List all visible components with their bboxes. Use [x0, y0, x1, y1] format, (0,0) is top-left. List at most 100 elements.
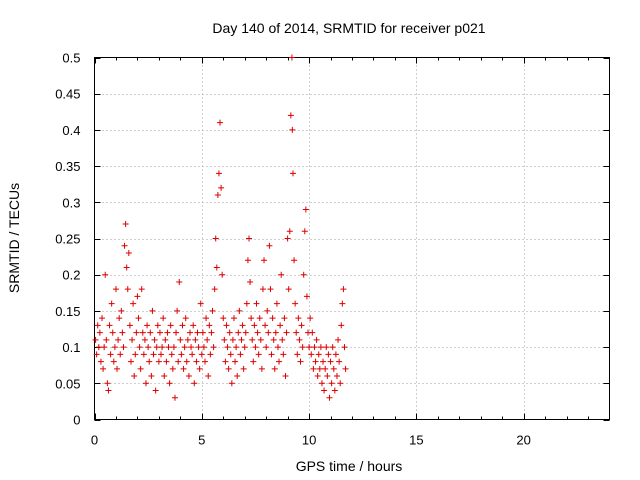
data-point — [297, 358, 304, 365]
data-point — [236, 307, 243, 314]
data-point — [166, 380, 173, 387]
data-point — [266, 242, 273, 249]
data-point — [241, 344, 248, 351]
data-point — [186, 329, 193, 336]
y-tick-label: 0.45 — [55, 87, 80, 102]
data-point — [335, 336, 342, 343]
data-point — [174, 307, 181, 314]
data-point — [300, 271, 307, 278]
data-point — [159, 344, 166, 351]
data-point — [132, 351, 139, 358]
data-point — [139, 329, 146, 336]
data-point — [237, 351, 244, 358]
data-point — [146, 358, 153, 365]
data-point — [287, 112, 294, 119]
y-tick-label: 0 — [73, 413, 80, 428]
data-point — [214, 192, 221, 199]
data-point — [136, 344, 143, 351]
data-point — [294, 351, 301, 358]
data-point — [282, 373, 289, 380]
data-point — [210, 344, 217, 351]
data-point — [314, 373, 321, 380]
data-point — [143, 380, 149, 387]
data-point — [203, 315, 210, 322]
data-point — [220, 315, 227, 322]
data-point — [155, 358, 162, 365]
plot-frame — [94, 57, 610, 420]
data-point — [318, 380, 325, 387]
data-point — [167, 322, 174, 329]
chart-title: Day 140 of 2014, SRMTID for receiver p02… — [212, 20, 485, 36]
data-point — [110, 358, 117, 365]
data-point — [135, 315, 142, 322]
data-point — [168, 351, 175, 358]
data-point — [240, 365, 247, 372]
data-point — [219, 271, 226, 278]
data-point — [177, 336, 184, 343]
data-point — [213, 264, 220, 271]
data-point — [119, 329, 126, 336]
data-point — [104, 380, 111, 387]
data-point — [164, 329, 171, 336]
data-point — [152, 387, 159, 394]
data-point — [253, 300, 260, 307]
data-point — [145, 344, 152, 351]
data-point — [190, 322, 197, 329]
data-point — [103, 336, 110, 343]
data-point — [100, 365, 107, 372]
data-point — [200, 344, 207, 351]
data-point — [279, 336, 286, 343]
data-point — [205, 373, 212, 380]
data-point — [238, 336, 245, 343]
x-tick-label: 10 — [302, 433, 316, 448]
data-point — [199, 329, 206, 336]
data-point — [225, 365, 232, 372]
data-point — [281, 315, 288, 322]
data-point — [148, 373, 155, 380]
data-point — [223, 322, 230, 329]
data-point — [97, 358, 104, 365]
data-point — [283, 329, 290, 336]
data-point — [123, 264, 130, 271]
data-point — [189, 351, 196, 358]
x-tick-label: 5 — [198, 433, 205, 448]
data-point — [338, 322, 345, 329]
data-point — [242, 329, 249, 336]
data-point — [212, 235, 219, 242]
data-point — [295, 315, 302, 322]
data-point — [202, 358, 209, 365]
data-point — [134, 293, 141, 300]
data-point — [224, 344, 231, 351]
data-point — [182, 315, 189, 322]
data-point — [265, 329, 272, 336]
data-points — [92, 54, 349, 401]
data-point — [292, 300, 299, 307]
x-axis-label: GPS time / hours — [296, 458, 403, 474]
data-point — [173, 329, 180, 336]
data-point — [105, 387, 112, 394]
data-point — [115, 336, 122, 343]
grid — [94, 57, 610, 420]
data-point — [243, 300, 250, 307]
data-point — [262, 322, 269, 329]
data-point — [306, 344, 313, 351]
data-point — [180, 365, 187, 372]
data-point — [112, 286, 119, 293]
data-point — [246, 235, 252, 242]
data-point — [331, 387, 338, 394]
y-tick-label: 0.3 — [62, 195, 80, 210]
data-point — [339, 300, 346, 307]
data-point — [286, 228, 293, 235]
data-point — [311, 344, 318, 351]
data-point — [178, 351, 185, 358]
data-point — [273, 300, 280, 307]
data-point — [317, 344, 324, 351]
data-point — [102, 271, 109, 278]
data-point — [326, 394, 333, 401]
data-point — [296, 336, 303, 343]
data-point — [289, 126, 296, 133]
data-point — [151, 336, 158, 343]
data-point — [183, 358, 190, 365]
data-point — [211, 286, 218, 293]
